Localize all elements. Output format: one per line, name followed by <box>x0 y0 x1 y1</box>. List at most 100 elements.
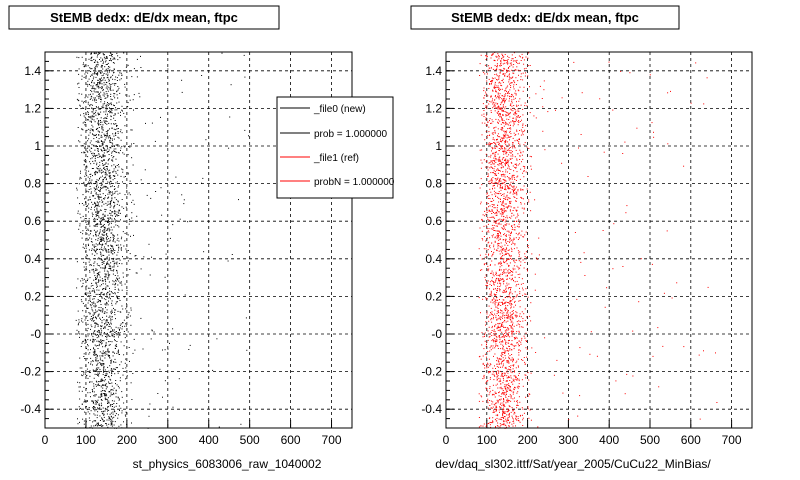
data-point <box>89 67 91 69</box>
data-point <box>103 226 105 228</box>
data-point <box>120 129 122 131</box>
data-point <box>109 418 111 420</box>
data-point <box>87 103 89 105</box>
data-point <box>503 411 504 413</box>
data-point <box>97 218 98 220</box>
data-point <box>113 260 115 262</box>
data-point <box>95 360 97 362</box>
data-point <box>499 263 501 265</box>
data-point <box>126 423 128 425</box>
data-point <box>508 265 510 267</box>
data-point <box>513 375 515 377</box>
data-point <box>525 396 527 398</box>
data-point <box>500 380 502 382</box>
data-point <box>99 82 101 84</box>
data-point <box>510 155 512 157</box>
data-point <box>120 175 122 177</box>
data-point <box>125 308 127 310</box>
data-point <box>493 87 495 89</box>
data-point <box>119 92 121 94</box>
data-point <box>83 373 85 375</box>
data-point <box>496 151 497 153</box>
data-point <box>485 324 486 326</box>
data-point <box>98 190 100 191</box>
data-point <box>110 291 112 292</box>
data-point <box>526 316 528 318</box>
data-point <box>118 209 120 211</box>
data-point <box>114 114 116 116</box>
data-point <box>188 349 190 350</box>
data-point <box>106 270 108 272</box>
data-point <box>89 270 91 272</box>
data-point <box>515 186 517 188</box>
data-point <box>105 344 107 346</box>
data-point <box>100 140 102 142</box>
data-point <box>91 118 93 120</box>
data-point <box>507 136 509 138</box>
data-point <box>496 340 498 342</box>
data-point <box>488 65 490 67</box>
data-point <box>495 340 497 342</box>
data-point <box>497 359 499 361</box>
data-point <box>115 343 117 345</box>
data-point <box>508 375 510 377</box>
data-point <box>108 111 110 112</box>
data-point <box>134 349 136 351</box>
data-point <box>485 279 486 281</box>
data-point <box>489 390 491 392</box>
data-point <box>111 385 113 387</box>
data-point <box>489 198 491 200</box>
data-point <box>93 348 95 350</box>
data-point <box>100 365 102 367</box>
data-point <box>489 205 491 207</box>
data-point <box>496 64 498 66</box>
data-point <box>497 196 499 198</box>
data-point <box>91 381 93 383</box>
data-point <box>492 79 494 81</box>
data-point <box>510 325 511 327</box>
data-point <box>114 345 116 347</box>
data-point <box>486 105 488 107</box>
data-point <box>96 182 98 184</box>
data-point <box>94 349 96 351</box>
data-point <box>96 414 98 416</box>
data-point <box>96 364 98 366</box>
data-point <box>491 67 492 69</box>
data-point <box>107 241 109 242</box>
data-point <box>93 249 95 251</box>
data-point <box>85 137 87 139</box>
data-point <box>101 217 103 219</box>
data-point <box>502 171 504 173</box>
data-point <box>483 97 485 99</box>
data-point <box>86 307 88 309</box>
data-point <box>111 266 113 268</box>
data-point <box>115 107 117 109</box>
data-point <box>87 223 89 225</box>
data-point <box>103 238 105 240</box>
data-point <box>201 182 202 184</box>
data-point <box>87 101 89 103</box>
data-point <box>89 132 91 134</box>
data-point <box>101 246 103 248</box>
data-point <box>103 177 105 179</box>
data-point <box>183 203 185 205</box>
data-point <box>246 349 248 351</box>
data-point <box>106 229 108 231</box>
data-point <box>97 334 99 335</box>
data-point <box>93 144 95 146</box>
data-point <box>91 107 93 109</box>
data-point <box>104 352 106 353</box>
data-point <box>81 78 83 80</box>
data-point <box>86 315 88 317</box>
data-point <box>495 333 497 334</box>
data-point <box>98 341 100 343</box>
data-point <box>99 177 100 179</box>
data-point <box>112 273 114 275</box>
data-point <box>88 116 90 118</box>
data-point <box>526 188 528 190</box>
data-point <box>84 66 85 68</box>
data-point <box>98 309 100 311</box>
data-point <box>89 375 91 377</box>
data-point <box>104 58 106 60</box>
data-point <box>113 168 115 170</box>
